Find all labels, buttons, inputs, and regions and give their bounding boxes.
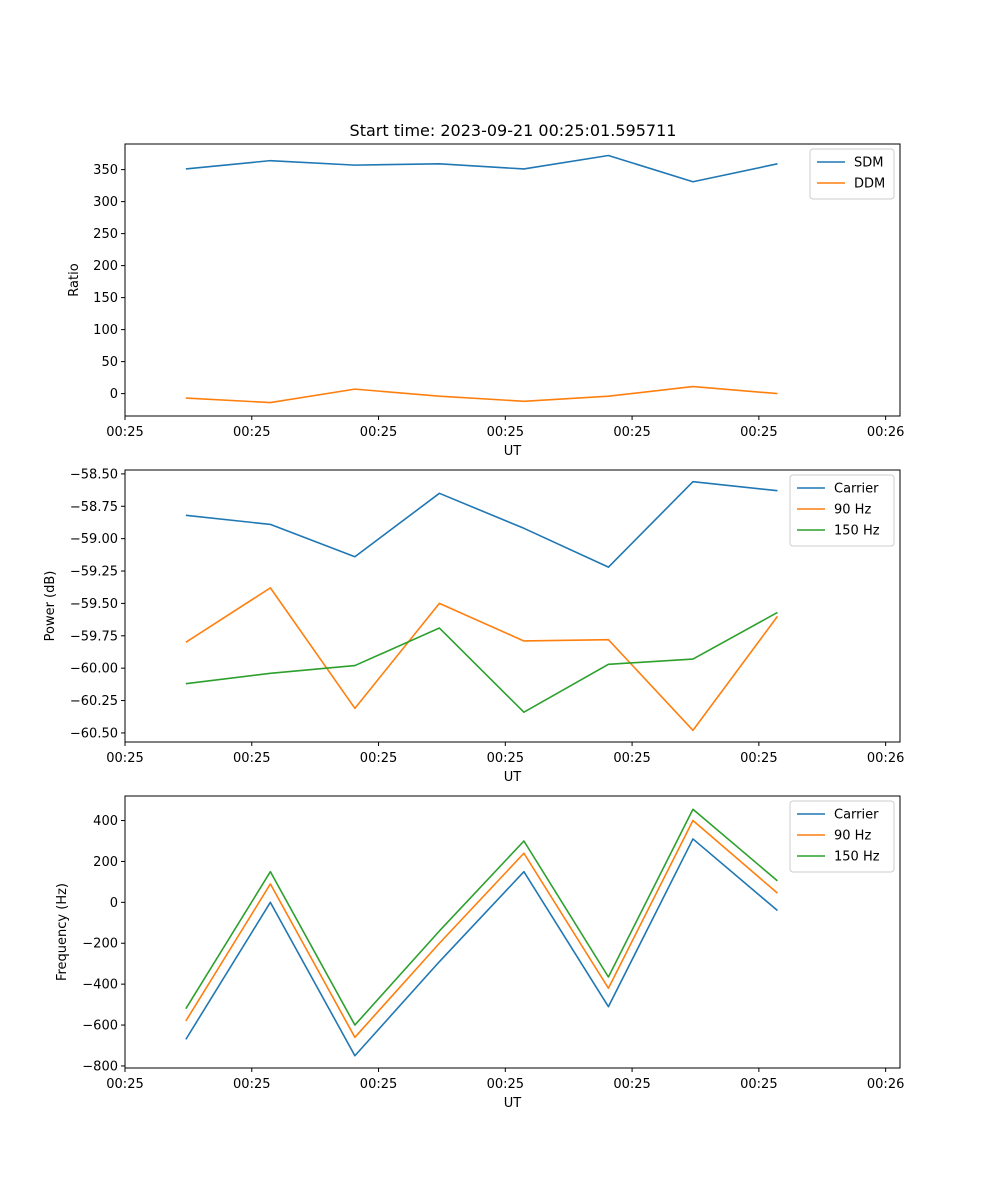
frequency-y-tick-label: 400 [93,814,118,829]
ratio-legend: SDM DDM [809,148,895,200]
frequency-x-tick-label: 00:26 [867,1077,904,1092]
frequency-series-line-150-hz [185,808,778,1026]
frequency-y-tick-label: −600 [82,1019,118,1034]
power-y-tick-label: −59.00 [70,532,118,547]
ratio-panel: 00:25 00:25 00:25 00:25 00:25 00:25 00:26 0 50 10… [67,143,904,459]
ratio-series-line-sdm [185,154,778,183]
frequency-x-tick-label: 00:25 [613,1077,650,1092]
power-x-tick-label: 00:25 [613,751,650,766]
ratio-x-axis-label: UT [504,444,522,459]
power-legend-label: 150 Hz [834,524,880,539]
frequency-legend-label: 90 Hz [834,829,871,844]
frequency-series-line-90-hz [185,819,778,1039]
power-axes-frame [124,469,901,743]
frequency-y-tick-label: −400 [82,978,118,993]
power-y-axis-label: Power (dB) [43,571,58,642]
frequency-legend-label: Carrier [834,808,879,823]
power-x-tick-label: 00:25 [233,751,270,766]
frequency-legend-box [789,800,895,873]
power-series-line-carrier [185,480,778,568]
power-panel: 00:25 00:25 00:25 00:25 00:25 00:25 00:26 −60.5… [43,467,904,785]
ratio-x-tick-label: 00:25 [613,425,650,440]
ratio-x-tick-label: 00:25 [106,425,143,440]
frequency-y-tick-label: −800 [82,1059,118,1074]
frequency-series-line-carrier [185,838,778,1057]
ratio-x-tick-label: 00:25 [487,425,524,440]
ratio-y-tick-label: 300 [93,195,118,210]
power-series-line-90-hz [185,587,779,732]
figure-title: Start time: 2023-09-21 00:25:01.595711 [350,121,677,140]
power-y-tick-label: −60.25 [70,694,118,709]
power-x-tick-label: 00:25 [487,751,524,766]
power-x-axis-label: UT [504,770,522,785]
frequency-x-axis-label: UT [504,1096,522,1111]
ratio-x-tick-label: 00:25 [233,425,270,440]
power-y-tick-label: −60.00 [70,662,118,677]
ratio-x-tick-label: 00:26 [867,425,904,440]
power-y-tick-label: −59.50 [70,597,118,612]
power-y-tick-label: −58.50 [70,467,118,482]
ratio-axes-frame [124,143,901,417]
ratio-y-tick-label: 200 [93,259,118,274]
power-y-tick-label: −58.75 [70,500,118,515]
frequency-y-tick-label: 0 [110,896,118,911]
ratio-legend-label: SDM [854,156,883,171]
frequency-y-tick-label: −200 [82,937,118,952]
power-legend-box [789,474,895,547]
frequency-x-tick-label: 00:25 [233,1077,270,1092]
ratio-y-tick-label: 50 [101,355,118,370]
frequency-y-axis-label: Frequency (Hz) [55,883,70,981]
frequency-x-tick-label: 00:25 [360,1077,397,1092]
frequency-x-tick-label: 00:25 [740,1077,777,1092]
power-legend-label: 90 Hz [834,503,871,518]
ratio-y-tick-label: 100 [93,323,118,338]
power-y-tick-label: −60.50 [70,726,118,741]
power-legend-label: Carrier [834,482,879,497]
power-x-tick-label: 00:25 [106,751,143,766]
power-y-tick-label: −59.25 [70,565,118,580]
frequency-x-tick-label: 00:25 [487,1077,524,1092]
ratio-x-tick-label: 00:25 [740,425,777,440]
frequency-x-tick-label: 00:25 [106,1077,143,1092]
frequency-panel: 00:25 00:25 00:25 00:25 00:25 00:25 00:26 −800 −… [55,795,904,1111]
power-x-tick-label: 00:26 [867,751,904,766]
ratio-y-tick-label: 250 [93,227,118,242]
frequency-y-tick-label: 200 [93,855,118,870]
ratio-y-tick-label: 150 [93,291,118,306]
frequency-legend-label: 150 Hz [834,850,880,865]
power-series-line-150-hz [185,611,778,714]
frequency-legend: Carrier 90 Hz 150 Hz [789,800,895,873]
ratio-legend-label: DDM [854,177,885,192]
ratio-y-tick-label: 0 [110,387,118,402]
ratio-x-tick-label: 00:25 [360,425,397,440]
frequency-axes-frame [124,795,901,1069]
ratio-series-line-ddm [185,385,778,404]
ratio-y-axis-label: Ratio [67,263,82,296]
power-legend: Carrier 90 Hz 150 Hz [789,474,895,547]
power-y-tick-label: −59.75 [70,629,118,644]
ratio-y-tick-label: 350 [93,163,118,178]
power-x-tick-label: 00:25 [360,751,397,766]
power-x-tick-label: 00:25 [740,751,777,766]
